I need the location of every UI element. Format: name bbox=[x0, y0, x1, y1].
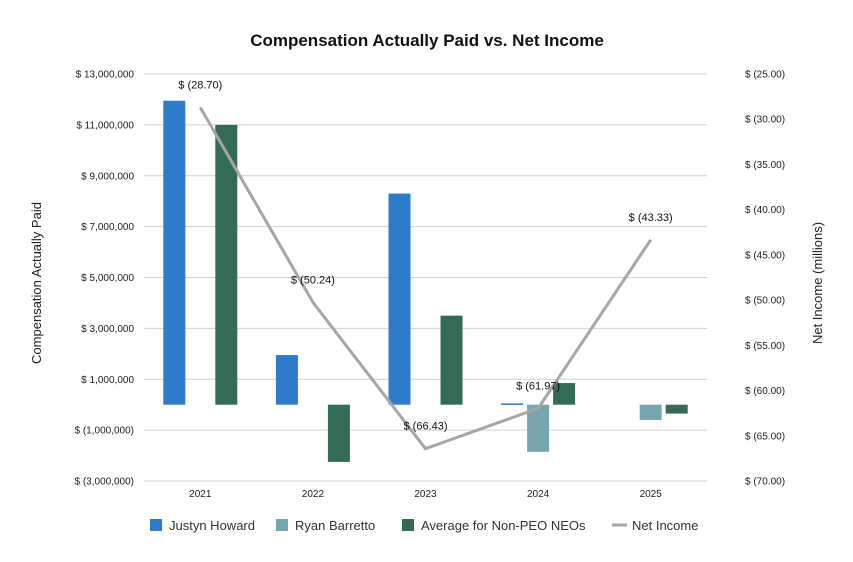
bar bbox=[327, 404, 350, 462]
y-right-tick-label: $ (70.00) bbox=[745, 477, 785, 488]
y-left-tick-label: $ (3,000,000) bbox=[75, 477, 135, 488]
net-income-data-label: $ (43.33) bbox=[629, 212, 673, 224]
bar bbox=[388, 193, 411, 405]
y-left-tick-label: $ 11,000,000 bbox=[76, 120, 134, 131]
net-income-data-label: $ (61.97) bbox=[516, 380, 560, 392]
legend-swatch bbox=[402, 519, 414, 531]
y-left-tick-label: $ 5,000,000 bbox=[81, 273, 134, 284]
bar bbox=[553, 383, 576, 405]
bar bbox=[501, 403, 524, 405]
y-left-tick-label: $ 13,000,000 bbox=[76, 70, 135, 81]
chart-title: Compensation Actually Paid vs. Net Incom… bbox=[250, 31, 604, 50]
y-right-tick-label: $ (45.00) bbox=[745, 250, 785, 261]
bar bbox=[665, 404, 688, 414]
y-left-tick-label: $ 1,000,000 bbox=[81, 375, 134, 386]
y-right-tick-label: $ (40.00) bbox=[745, 205, 785, 216]
y-right-tick-label: $ (35.00) bbox=[745, 160, 785, 171]
y-axis-left-title: Compensation Actually Paid bbox=[29, 202, 44, 364]
y-right-tick-label: $ (65.00) bbox=[745, 431, 785, 442]
y-left-tick-label: $ 9,000,000 bbox=[81, 171, 134, 182]
y-right-tick-label: $ (55.00) bbox=[745, 341, 785, 352]
axis-ticks: $ (3,000,000) $ (1,000,000) $ 1,000,000 $ 3… bbox=[75, 70, 786, 501]
legend-label: Justyn Howard bbox=[169, 518, 255, 533]
legend-swatch bbox=[150, 519, 162, 531]
y-axis-right-title: Net Income (millions) bbox=[810, 222, 825, 344]
net-income-data-label: $ (28.70) bbox=[178, 79, 222, 91]
bar bbox=[639, 404, 662, 420]
x-tick-label: 2023 bbox=[414, 489, 437, 500]
legend-swatch bbox=[276, 519, 288, 531]
legend-label: Ryan Barretto bbox=[295, 518, 375, 533]
x-tick-label: 2021 bbox=[189, 489, 212, 500]
bar bbox=[275, 355, 298, 405]
y-right-tick-label: $ (30.00) bbox=[745, 115, 785, 126]
y-left-tick-label: $ 7,000,000 bbox=[81, 222, 134, 233]
bar bbox=[215, 124, 238, 405]
legend: Justyn Howard Ryan Barretto Average for No… bbox=[150, 518, 698, 533]
bar bbox=[440, 315, 463, 405]
x-tick-label: 2022 bbox=[302, 489, 325, 500]
net-income-data-label: $ (50.24) bbox=[291, 274, 335, 286]
x-tick-label: 2024 bbox=[527, 489, 550, 500]
bars bbox=[163, 100, 688, 462]
y-right-tick-label: $ (60.00) bbox=[745, 386, 785, 397]
net-income-line bbox=[199, 106, 652, 451]
legend-label: Net Income bbox=[632, 518, 698, 533]
y-right-tick-label: $ (25.00) bbox=[745, 70, 785, 81]
x-tick-label: 2025 bbox=[640, 489, 663, 500]
data-labels: $ (28.70) $ (50.24) $ (66.43) $ (61.97) $ (4… bbox=[178, 79, 672, 432]
net-income-polyline bbox=[199, 106, 652, 451]
bar bbox=[527, 404, 550, 452]
y-left-tick-label: $ (1,000,000) bbox=[75, 426, 135, 437]
y-left-tick-label: $ 3,000,000 bbox=[81, 324, 134, 335]
y-right-tick-label: $ (50.00) bbox=[745, 296, 785, 307]
grid-lines bbox=[144, 73, 707, 482]
legend-label: Average for Non-PEO NEOs bbox=[421, 518, 586, 533]
net-income-data-label: $ (66.43) bbox=[403, 421, 447, 433]
bar bbox=[163, 100, 186, 405]
